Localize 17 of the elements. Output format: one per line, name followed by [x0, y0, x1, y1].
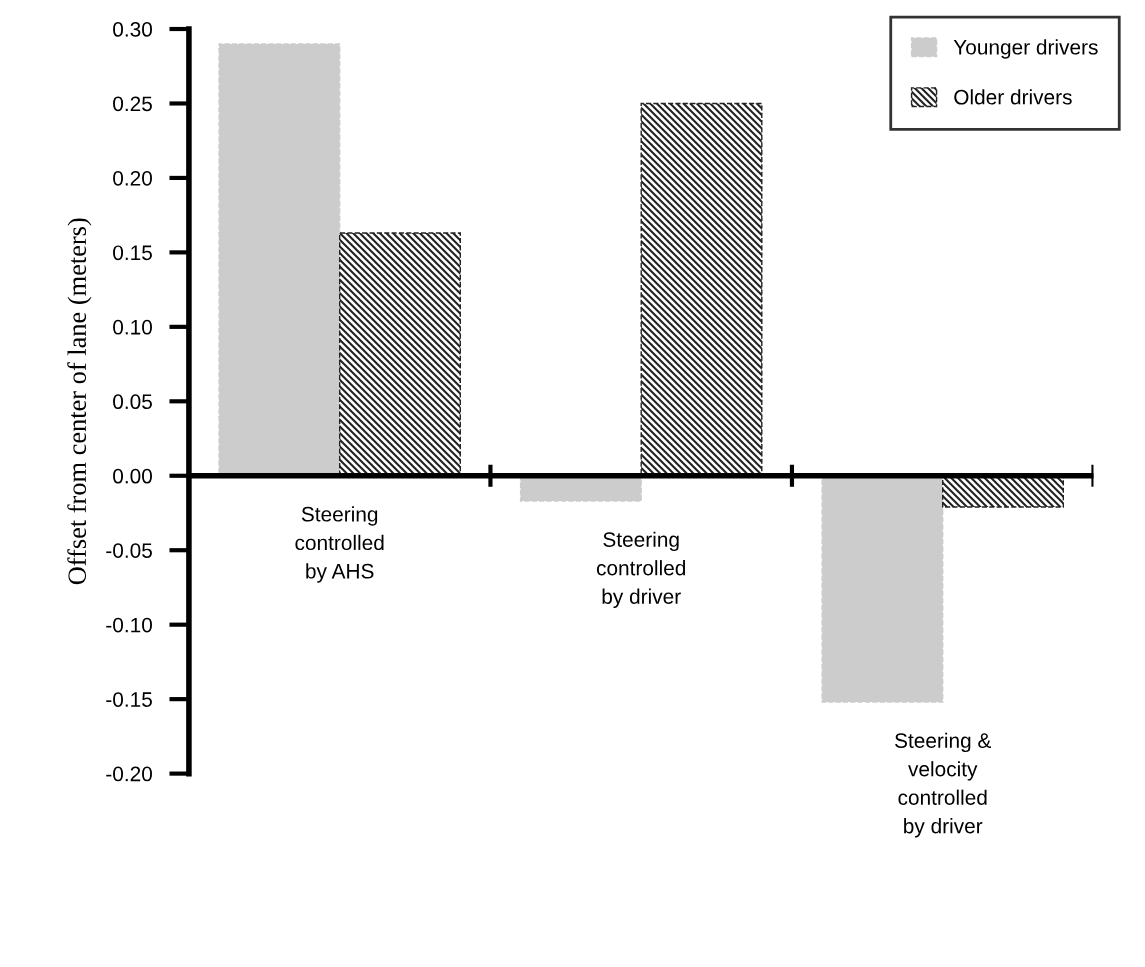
y-tick-label: -0.20 — [106, 766, 152, 782]
y-tick-label: -0.05 — [106, 543, 152, 558]
y-tick-label: 0.00 — [113, 468, 152, 484]
y-tick-label: 0.15 — [113, 245, 152, 261]
y-tick-label: 0.05 — [113, 394, 152, 410]
y-tick-label: 0.25 — [113, 96, 152, 112]
y-tick-label: 0.20 — [113, 170, 152, 186]
y-tick-label: 0.10 — [113, 319, 152, 335]
x-tick-label: Steering controlled by AHS — [295, 506, 384, 583]
legend-label: Younger drivers — [953, 39, 1098, 59]
y-tick-label: -0.15 — [106, 692, 152, 707]
y-tick-label: -0.10 — [106, 617, 152, 633]
legend-label: Older drivers — [954, 89, 1072, 105]
x-tick-label: Steering controlled by driver — [596, 531, 686, 609]
x-tick-label: Steering & velocity controlled by driver — [895, 732, 992, 838]
y-axis-title: Offset from center of lane (meters) — [67, 218, 92, 585]
y-tick-label: 0.30 — [113, 22, 152, 37]
